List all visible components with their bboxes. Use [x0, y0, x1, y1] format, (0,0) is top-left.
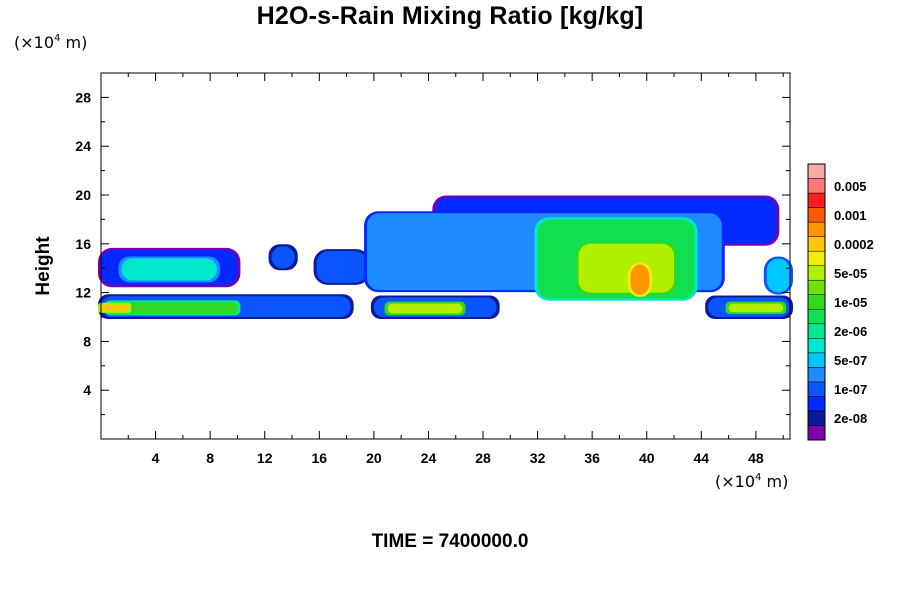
colorbar-frame: [807, 163, 826, 441]
colorbar-segment: [807, 207, 826, 223]
y-tick-label: 28: [75, 89, 91, 105]
y-tick-label: 12: [75, 285, 91, 301]
x-tick-label: 32: [530, 450, 546, 466]
colorbar-label: 5e-07: [834, 353, 867, 368]
x-tick-label: 28: [475, 450, 491, 466]
field-region: [121, 258, 217, 281]
y-tick-label: 16: [75, 236, 91, 252]
colorbar-segment: [807, 265, 826, 281]
field-region: [107, 302, 238, 314]
x-tick-label: 12: [257, 450, 273, 466]
x-tick-label: 36: [584, 450, 600, 466]
field-region: [578, 243, 675, 293]
x-tick-label: 4: [152, 450, 160, 466]
x-tick-label: 16: [312, 450, 328, 466]
colorbar-label: 1e-05: [834, 295, 867, 310]
field-region: [271, 246, 295, 269]
colorbar-segment: [807, 396, 826, 412]
colorbar-segment: [807, 294, 826, 310]
colorbar-segment: [807, 178, 826, 194]
colorbar-segment: [807, 309, 826, 325]
field-region: [766, 258, 790, 293]
colorbar-segment: [807, 236, 826, 252]
field-regions: [98, 195, 793, 319]
colorbar-segment: [807, 425, 826, 441]
chart-title: H2O-s-Rain Mixing Ratio [kg/kg]: [256, 2, 644, 30]
colorbar-segment: [807, 279, 826, 295]
y-tick-label: 4: [83, 382, 91, 398]
x-tick-label: 20: [366, 450, 382, 466]
colorbar-segment: [807, 250, 826, 266]
y-tick-label: 8: [83, 333, 91, 349]
colorbar-segment: [807, 367, 826, 383]
colorbar-segment: [807, 338, 826, 354]
x-tick-label: 44: [694, 450, 710, 466]
field-region: [387, 303, 463, 314]
x-tick-label: 40: [639, 450, 655, 466]
colorbar-label: 2e-06: [834, 324, 867, 339]
colorbar-segment: [807, 323, 826, 339]
colorbar-segment: [807, 221, 826, 237]
field-region: [630, 264, 650, 296]
colorbar-label: 2e-08: [834, 411, 867, 426]
colorbar-label: 1e-07: [834, 382, 867, 397]
time-label: TIME = 7400000.0: [371, 531, 529, 552]
colorbar-segment: [807, 352, 826, 368]
field-region: [316, 251, 368, 283]
y-tick-label: 24: [75, 138, 91, 154]
x-tick-label: 24: [421, 450, 437, 466]
colorbar-segment: [807, 192, 826, 208]
colorbar-label: 0.005: [834, 179, 867, 194]
field-region: [101, 304, 129, 311]
plot-frame: [100, 72, 791, 440]
colorbar-segment: [807, 381, 826, 397]
y-tick-label: 20: [75, 187, 91, 203]
x-tick-label: 48: [748, 450, 764, 466]
colorbar-label: 0.001: [834, 208, 867, 223]
colorbar: 2e-08 1e-07 5e-07 2e-06 1e-05 5e-05 0.0002 0.00…: [807, 163, 874, 441]
colorbar-segment: [807, 410, 826, 426]
x-tick-label: 8: [206, 450, 214, 466]
y-unit-label: (×104 m): [14, 33, 88, 52]
colorbar-label: 5e-05: [834, 266, 867, 281]
x-unit-label: (×104 m): [715, 472, 789, 491]
colorbar-segment: [807, 163, 826, 179]
field-region: [728, 303, 784, 313]
colorbar-label: 0.0002: [834, 237, 874, 252]
